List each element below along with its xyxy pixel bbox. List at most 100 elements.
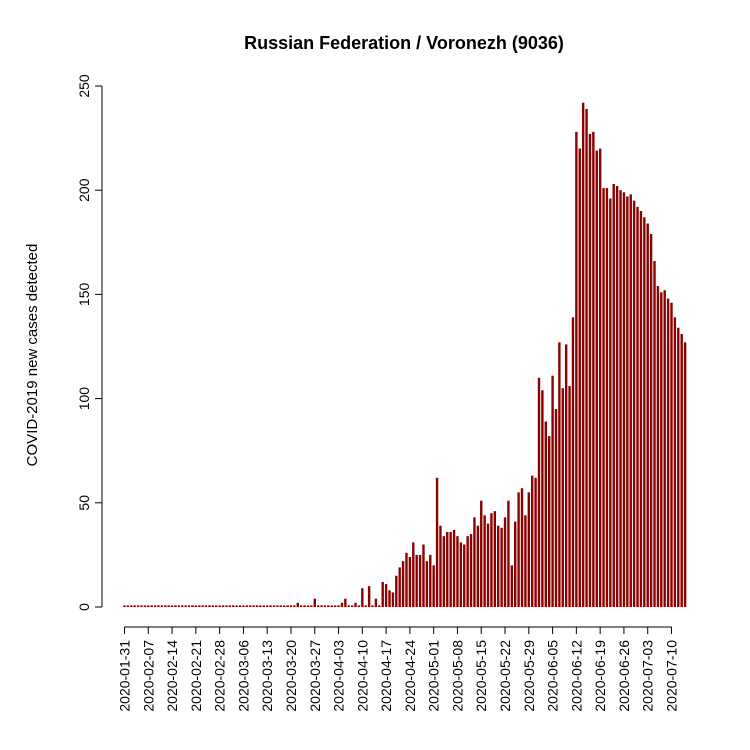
bar <box>595 150 598 607</box>
x-tick-label: 2020-06-19 <box>592 640 608 712</box>
bar <box>279 605 282 607</box>
bar <box>367 586 371 607</box>
bar <box>446 531 449 607</box>
bar <box>493 511 497 607</box>
bar <box>306 605 310 607</box>
bar <box>130 605 133 607</box>
bar <box>432 565 435 607</box>
bar <box>249 605 252 607</box>
bar <box>568 386 571 607</box>
bar <box>442 536 446 607</box>
bar <box>490 513 493 607</box>
y-tick-label: 50 <box>76 495 92 511</box>
bar <box>401 561 405 607</box>
bar <box>527 492 530 607</box>
bar <box>272 605 276 607</box>
bar <box>609 198 612 608</box>
bar <box>371 605 374 607</box>
bar <box>276 605 279 607</box>
bar <box>537 377 541 607</box>
bar <box>636 206 639 607</box>
bar <box>289 605 293 607</box>
bar <box>310 605 313 607</box>
bar <box>150 605 153 607</box>
x-tick-label: 2020-02-07 <box>140 640 156 712</box>
bar <box>476 525 480 607</box>
bar <box>578 148 581 607</box>
bar <box>422 544 425 607</box>
bar <box>592 131 595 607</box>
bar <box>320 605 323 607</box>
bar <box>503 517 507 607</box>
bar <box>673 317 677 607</box>
bar <box>340 602 344 607</box>
bar <box>605 188 609 607</box>
bar <box>313 598 316 607</box>
bar <box>347 605 350 607</box>
bar <box>598 148 602 607</box>
bar <box>238 605 242 607</box>
bar <box>357 605 361 607</box>
bar <box>656 286 660 607</box>
bar <box>259 605 262 607</box>
bar <box>500 527 503 607</box>
bar <box>469 534 473 607</box>
bar <box>680 334 683 607</box>
x-tick-label: 2020-07-10 <box>663 640 679 712</box>
bar <box>571 317 575 607</box>
bar <box>561 388 564 607</box>
bar <box>266 605 269 607</box>
bar <box>670 302 673 607</box>
bar <box>208 605 211 607</box>
bar <box>378 605 381 607</box>
y-axis: 0 50 100 150 200 250 <box>76 74 103 611</box>
bar <box>245 605 249 607</box>
bar <box>164 605 167 607</box>
bar <box>412 542 415 607</box>
bar <box>364 605 367 607</box>
bar <box>269 605 272 607</box>
bar <box>683 342 687 607</box>
bar <box>632 200 636 607</box>
x-tick-label: 2020-06-12 <box>568 640 584 712</box>
x-tick-label: 2020-04-17 <box>378 640 394 712</box>
bar <box>242 605 245 607</box>
bar <box>147 605 150 607</box>
bar <box>463 544 466 607</box>
bar <box>398 567 401 607</box>
bars-group <box>123 102 687 608</box>
y-tick-label: 250 <box>76 74 92 98</box>
x-tick-label: 2020-06-26 <box>616 640 632 712</box>
bar <box>581 102 585 608</box>
bar <box>643 217 646 608</box>
bar <box>354 602 357 607</box>
bar <box>483 515 486 607</box>
x-tick-label: 2020-03-20 <box>283 640 299 712</box>
bar <box>564 344 568 607</box>
x-tick-label: 2020-05-08 <box>449 640 465 712</box>
bar <box>429 554 432 607</box>
bar <box>459 542 463 607</box>
y-axis-label: COVID-2019 new cases detected <box>24 244 41 467</box>
x-tick-label: 2020-03-27 <box>307 640 323 712</box>
bar <box>541 390 544 607</box>
bar <box>296 602 299 607</box>
bar <box>456 536 459 607</box>
x-tick-label: 2020-03-06 <box>235 640 251 712</box>
x-tick-label: 2020-04-10 <box>354 640 370 712</box>
bar <box>316 605 320 607</box>
x-tick-label: 2020-06-05 <box>545 640 561 712</box>
bar <box>517 492 520 607</box>
bar <box>452 529 456 607</box>
bar <box>235 605 238 607</box>
bar <box>660 292 663 607</box>
bar <box>361 588 364 607</box>
bar <box>507 500 510 607</box>
bar <box>337 605 340 607</box>
bar <box>653 261 656 607</box>
bar <box>585 108 588 608</box>
bar <box>184 605 187 607</box>
bar <box>486 523 490 607</box>
bar <box>602 188 605 607</box>
bar <box>323 605 327 607</box>
